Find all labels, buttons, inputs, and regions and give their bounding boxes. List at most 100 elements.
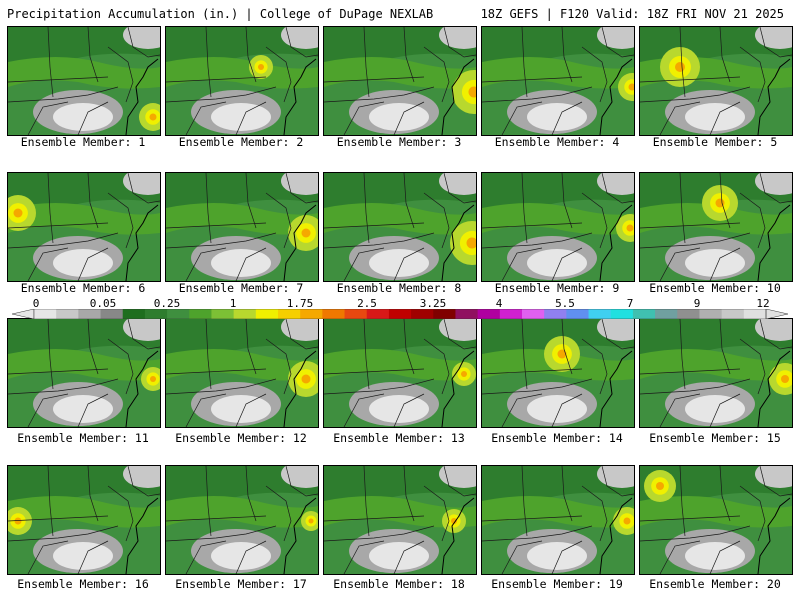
dry-area-core: [369, 249, 429, 277]
state-boundary: [659, 393, 701, 427]
dry-area-core: [527, 395, 587, 423]
colorbar-tick-label: 3.25: [419, 297, 447, 310]
colorbar-tick-label: 12: [756, 297, 770, 310]
colorbar-swatch: [189, 309, 212, 319]
dry-area-core: [53, 542, 113, 570]
colorbar-labels: 0 0.05 0.25 1 1.75 2.5 3.25 4 5.5 7 9 12: [0, 297, 800, 310]
state-boundary: [393, 247, 425, 281]
state-boundary: [77, 393, 109, 427]
state-boundary: [8, 368, 109, 375]
precip-swath: [482, 496, 634, 528]
colorbar-swatch: [211, 309, 235, 319]
state-boundary: [185, 247, 227, 281]
ensemble-member-label: Ensemble Member: 8: [336, 281, 462, 295]
state-boundary: [501, 247, 543, 281]
coastline: [757, 350, 791, 427]
dry-area-core: [211, 249, 271, 277]
colorbar-tick-label: 0.25: [153, 297, 181, 310]
precip-map: [166, 319, 318, 427]
state-boundary: [551, 393, 583, 427]
dry-area-core: [53, 103, 113, 131]
precip-max: [451, 518, 457, 524]
coastline: [283, 204, 317, 281]
coastline: [441, 497, 475, 574]
state-boundary: [640, 222, 741, 229]
state-boundary: [205, 319, 212, 390]
coastline: [283, 497, 317, 574]
ensemble-member-label: Ensemble Member: 11: [17, 431, 149, 445]
colorbar-frame: [33, 309, 767, 319]
precip-map: [166, 27, 318, 135]
state-boundary: [482, 232, 593, 249]
state-boundary: [324, 515, 425, 522]
state-boundary: [719, 27, 731, 83]
ensemble-member-map: [481, 172, 635, 282]
colorbar-swatch: [144, 309, 168, 319]
state-boundary: [739, 485, 766, 542]
state-boundary: [759, 27, 792, 58]
state-boundary: [403, 466, 415, 522]
state-boundary: [47, 27, 54, 98]
colorbar-tick-label: 2.5: [357, 297, 377, 310]
colorbar-swatch: [610, 309, 634, 319]
ensemble-member-label: Ensemble Member: 20: [649, 577, 781, 591]
state-boundary: [482, 368, 583, 375]
precip-max: [715, 198, 725, 208]
state-boundary: [77, 101, 109, 135]
state-boundary: [87, 466, 99, 522]
state-boundary: [659, 540, 701, 574]
precip-map: [482, 466, 634, 574]
precip-max: [466, 237, 476, 249]
colorbar-arrow-right: [765, 309, 788, 319]
state-boundary: [343, 101, 385, 135]
state-boundary: [561, 466, 573, 522]
precip-swath: [166, 496, 318, 528]
ensemble-member-map: [481, 26, 635, 136]
state-boundary: [47, 173, 54, 244]
coastline: [125, 58, 159, 135]
state-boundary: [8, 86, 119, 103]
dry-area-core: [53, 395, 113, 423]
state-boundary: [8, 525, 119, 542]
ensemble-member-map: [323, 172, 477, 282]
ensemble-member-label: Ensemble Member: 17: [175, 577, 307, 591]
precip-map: [8, 27, 160, 135]
colorbar-tick-label: 7: [626, 297, 634, 310]
coastline: [125, 350, 159, 427]
ensemble-member-label: Ensemble Member: 13: [333, 431, 465, 445]
colorbar-swatch: [566, 309, 589, 319]
colorbar-swatch: [433, 309, 456, 319]
colorbar-swatch: [632, 309, 656, 319]
precip-max: [623, 517, 631, 525]
precip-map: [166, 466, 318, 574]
precip-map: [324, 319, 476, 427]
state-boundary: [482, 222, 583, 229]
coastline: [599, 204, 633, 281]
state-boundary: [640, 378, 751, 395]
colorbar-swatch: [499, 309, 523, 319]
state-boundary: [581, 338, 608, 395]
dry-area-core: [685, 103, 745, 131]
state-boundary: [561, 173, 573, 229]
coastline: [283, 350, 317, 427]
colorbar: [12, 309, 788, 319]
ensemble-member-map: [639, 465, 793, 575]
ensemble-member-map: [7, 465, 161, 575]
state-boundary: [87, 173, 99, 229]
state-boundary: [739, 192, 766, 249]
state-boundary: [403, 173, 415, 229]
state-boundary: [27, 393, 69, 427]
precip-map: [8, 466, 160, 574]
state-boundary: [393, 393, 425, 427]
precip-swath: [640, 496, 792, 528]
precip-swath: [8, 349, 160, 381]
ensemble-member-map: [639, 172, 793, 282]
state-boundary: [185, 101, 227, 135]
state-boundary: [285, 27, 318, 58]
precip-swath: [166, 349, 318, 381]
state-boundary: [709, 247, 741, 281]
precip-max: [781, 375, 789, 383]
colorbar-arrow-left: [12, 309, 35, 319]
colorbar-swatch: [100, 309, 124, 319]
state-boundary: [443, 319, 476, 350]
